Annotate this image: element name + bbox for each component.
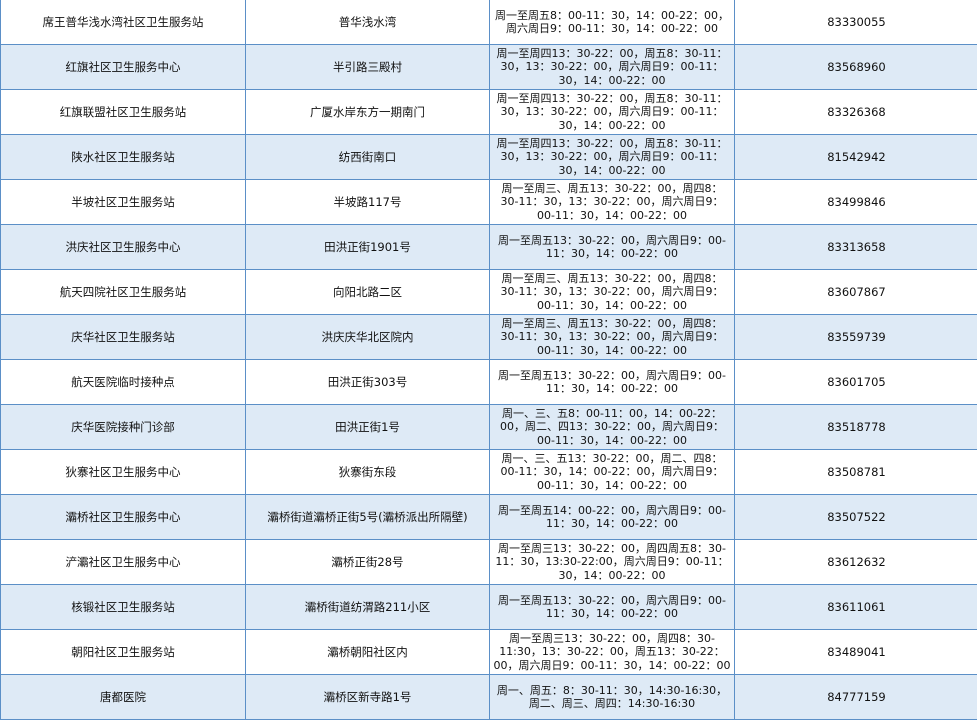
hours-cell: 周一至周三13：30-22：00，周四8：30-11:30，13：30-22：0… xyxy=(490,630,735,675)
address-cell: 灞桥区新寺路1号 xyxy=(246,675,490,720)
site-name-cell: 席王普华浅水湾社区卫生服务站 xyxy=(1,0,246,45)
hours-cell: 周一至周四13：30-22：00，周五8：30-11：30，13：30-22：0… xyxy=(490,90,735,135)
site-name-cell: 航天医院临时接种点 xyxy=(1,360,246,405)
phone-cell: 83611061 xyxy=(735,585,977,630)
hours-cell: 周一、三、五13：30-22：00，周二、四8：00-11：30，14：00-2… xyxy=(490,450,735,495)
hours-cell: 周一至周四13：30-22：00，周五8：30-11：30，13：30-22：0… xyxy=(490,45,735,90)
phone-cell: 83601705 xyxy=(735,360,977,405)
phone-cell: 83559739 xyxy=(735,315,977,360)
address-cell: 灞桥街道灞桥正街5号(灞桥派出所隔壁) xyxy=(246,495,490,540)
site-name-cell: 红旗联盟社区卫生服务站 xyxy=(1,90,246,135)
address-cell: 向阳北路二区 xyxy=(246,270,490,315)
table-row: 席王普华浅水湾社区卫生服务站普华浅水湾周一至周五8：00-11：30，14：00… xyxy=(1,0,977,45)
phone-cell: 83508781 xyxy=(735,450,977,495)
phone-cell: 83612632 xyxy=(735,540,977,585)
phone-cell: 84777159 xyxy=(735,675,977,720)
phone-cell: 83330055 xyxy=(735,0,977,45)
hours-cell: 周一至周三13：30-22：00，周四周五8：30-11：30，13:30-22… xyxy=(490,540,735,585)
site-name-cell: 红旗社区卫生服务中心 xyxy=(1,45,246,90)
address-cell: 半坡路117号 xyxy=(246,180,490,225)
address-cell: 田洪正街303号 xyxy=(246,360,490,405)
site-name-cell: 航天四院社区卫生服务站 xyxy=(1,270,246,315)
table-row: 洪庆社区卫生服务中心田洪正街1901号周一至周五13：30-22：00，周六周日… xyxy=(1,225,977,270)
hours-cell: 周一至周三、周五13：30-22：00，周四8：30-11：30，13：30-2… xyxy=(490,180,735,225)
phone-cell: 83518778 xyxy=(735,405,977,450)
address-cell: 纺西街南口 xyxy=(246,135,490,180)
site-name-cell: 洪庆社区卫生服务中心 xyxy=(1,225,246,270)
hours-cell: 周一至周五8：00-11：30，14：00-22：00，周六周日9：00-11：… xyxy=(490,0,735,45)
table-row: 核锻社区卫生服务站灞桥街道纺渭路211小区周一至周五13：30-22：00，周六… xyxy=(1,585,977,630)
table-row: 庆华社区卫生服务站洪庆庆华北区院内周一至周三、周五13：30-22：00，周四8… xyxy=(1,315,977,360)
site-name-cell: 灞桥社区卫生服务中心 xyxy=(1,495,246,540)
address-cell: 田洪正街1901号 xyxy=(246,225,490,270)
address-cell: 灞桥朝阳社区内 xyxy=(246,630,490,675)
site-name-cell: 半坡社区卫生服务站 xyxy=(1,180,246,225)
site-name-cell: 朝阳社区卫生服务站 xyxy=(1,630,246,675)
address-cell: 狄寨街东段 xyxy=(246,450,490,495)
address-cell: 田洪正街1号 xyxy=(246,405,490,450)
table-row: 陕水社区卫生服务站纺西街南口周一至周四13：30-22：00，周五8：30-11… xyxy=(1,135,977,180)
phone-cell: 83607867 xyxy=(735,270,977,315)
phone-cell: 83313658 xyxy=(735,225,977,270)
address-cell: 广厦水岸东方一期南门 xyxy=(246,90,490,135)
site-name-cell: 陕水社区卫生服务站 xyxy=(1,135,246,180)
phone-cell: 83326368 xyxy=(735,90,977,135)
address-cell: 洪庆庆华北区院内 xyxy=(246,315,490,360)
hours-cell: 周一至周五13：30-22：00，周六周日9：00-11：30，14：00-22… xyxy=(490,225,735,270)
table-row: 灞桥社区卫生服务中心灞桥街道灞桥正街5号(灞桥派出所隔壁)周一至周五14：00-… xyxy=(1,495,977,540)
site-name-cell: 浐灞社区卫生服务中心 xyxy=(1,540,246,585)
site-name-cell: 核锻社区卫生服务站 xyxy=(1,585,246,630)
hours-cell: 周一、周五：8：30-11：30，14:30-16:30，周二、周三、周四：14… xyxy=(490,675,735,720)
table-row: 半坡社区卫生服务站半坡路117号周一至周三、周五13：30-22：00，周四8：… xyxy=(1,180,977,225)
table-row: 红旗社区卫生服务中心半引路三殿村周一至周四13：30-22：00，周五8：30-… xyxy=(1,45,977,90)
hours-cell: 周一、三、五8：00-11：00，14：00-22：00，周二、四13：30-2… xyxy=(490,405,735,450)
table-row: 红旗联盟社区卫生服务站广厦水岸东方一期南门周一至周四13：30-22：00，周五… xyxy=(1,90,977,135)
phone-cell: 83499846 xyxy=(735,180,977,225)
hours-cell: 周一至周四13：30-22：00，周五8：30-11：30，13：30-22：0… xyxy=(490,135,735,180)
table-row: 唐都医院灞桥区新寺路1号周一、周五：8：30-11：30，14:30-16:30… xyxy=(1,675,977,720)
table-row: 狄寨社区卫生服务中心狄寨街东段周一、三、五13：30-22：00，周二、四8：0… xyxy=(1,450,977,495)
address-cell: 灞桥街道纺渭路211小区 xyxy=(246,585,490,630)
table-row: 航天医院临时接种点田洪正街303号周一至周五13：30-22：00，周六周日9：… xyxy=(1,360,977,405)
phone-cell: 81542942 xyxy=(735,135,977,180)
site-name-cell: 庆华社区卫生服务站 xyxy=(1,315,246,360)
table-row: 航天四院社区卫生服务站向阳北路二区周一至周三、周五13：30-22：00，周四8… xyxy=(1,270,977,315)
phone-cell: 83507522 xyxy=(735,495,977,540)
site-name-cell: 狄寨社区卫生服务中心 xyxy=(1,450,246,495)
hours-cell: 周一至周三、周五13：30-22：00，周四8：30-11：30，13：30-2… xyxy=(490,315,735,360)
table-row: 浐灞社区卫生服务中心灞桥正街28号周一至周三13：30-22：00，周四周五8：… xyxy=(1,540,977,585)
table-row: 朝阳社区卫生服务站灞桥朝阳社区内周一至周三13：30-22：00，周四8：30-… xyxy=(1,630,977,675)
address-cell: 普华浅水湾 xyxy=(246,0,490,45)
phone-cell: 83568960 xyxy=(735,45,977,90)
hours-cell: 周一至周三、周五13：30-22：00，周四8：30-11：30，13：30-2… xyxy=(490,270,735,315)
address-cell: 灞桥正街28号 xyxy=(246,540,490,585)
hours-cell: 周一至周五13：30-22：00，周六周日9：00-11：30，14：00-22… xyxy=(490,585,735,630)
table-row: 庆华医院接种门诊部田洪正街1号周一、三、五8：00-11：00，14：00-22… xyxy=(1,405,977,450)
site-name-cell: 唐都医院 xyxy=(1,675,246,720)
hours-cell: 周一至周五13：30-22：00，周六周日9：00-11：30，14：00-22… xyxy=(490,360,735,405)
phone-cell: 83489041 xyxy=(735,630,977,675)
address-cell: 半引路三殿村 xyxy=(246,45,490,90)
site-name-cell: 庆华医院接种门诊部 xyxy=(1,405,246,450)
hours-cell: 周一至周五14：00-22：00，周六周日9：00-11：30，14：00-22… xyxy=(490,495,735,540)
